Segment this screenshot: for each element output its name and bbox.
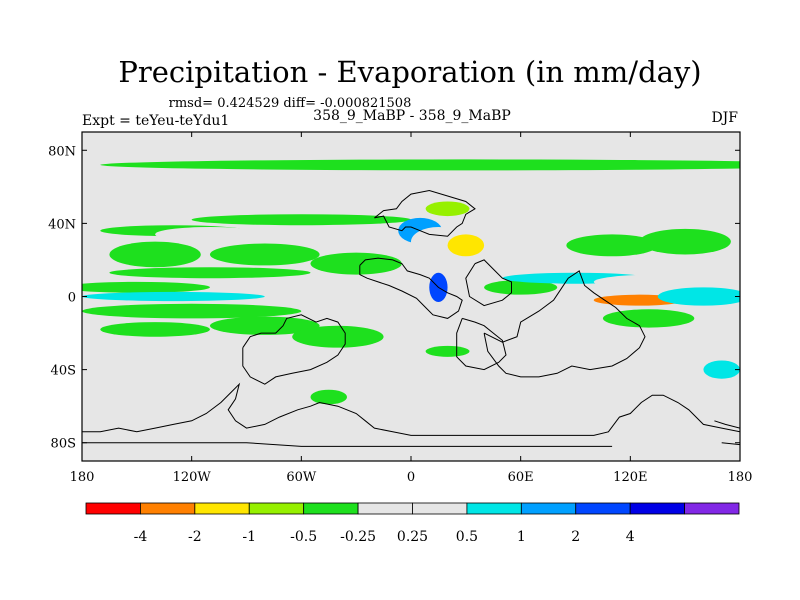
anomaly-region-8: [310, 252, 402, 275]
anomaly-region-25: [502, 225, 576, 237]
colorbar-swatch-10: [629, 502, 685, 515]
x-tick-label: 120E: [613, 470, 647, 485]
colorbar-label: 0.25: [397, 529, 428, 545]
colorbar-label: 0.5: [456, 529, 478, 545]
anomaly-region-28: [493, 322, 549, 345]
anomaly-region-43: [471, 349, 516, 365]
x-tick-label: 60E: [508, 470, 534, 485]
anomaly-region-13: [191, 214, 411, 226]
stats-line: rmsd= 0.424529 diff= -0.000821508: [169, 96, 412, 111]
axis-ticks: 180 120W 60W 0 60E 120E 180 80N 40N 0 40S 80S: [48, 132, 752, 485]
anomaly-region-27: [484, 280, 558, 295]
y-tick-label: 80S: [51, 437, 76, 452]
colorbar-label: 4: [626, 529, 635, 545]
colorbar-label: -2: [188, 529, 202, 545]
coastline-0: [374, 189, 476, 237]
anomaly-region-29: [420, 358, 475, 374]
x-tick-label: 120W: [173, 470, 212, 485]
anomaly-region-6: [109, 241, 201, 268]
coastline-3: [456, 317, 507, 371]
anomaly-region-41: [707, 400, 737, 412]
case-label: 358_9_MaBP - 358_9_MaBP: [313, 108, 511, 124]
colorbar-label: 1: [517, 529, 526, 545]
anomaly-region-4: [82, 303, 302, 319]
anomaly-region-20: [429, 309, 485, 328]
colorbar-label: -0.5: [290, 529, 317, 545]
anomaly-region-30: [566, 234, 658, 257]
anomaly-region-24: [465, 214, 558, 226]
anomaly-region-26: [548, 252, 585, 268]
anomaly-region-5: [109, 267, 311, 279]
anomaly-region-11: [292, 325, 384, 348]
anomaly-region-35: [593, 274, 722, 290]
chart-title: Precipitation - Evaporation (in mm/day): [118, 55, 701, 89]
anomaly-region-9: [328, 283, 402, 321]
anomaly-region-15: [155, 227, 265, 242]
anomaly-region-0: [100, 159, 740, 171]
anomaly-region-36: [657, 287, 740, 306]
anomaly-region-45: [425, 345, 470, 357]
expt-label: Expt = teYeu-teYdu1: [82, 113, 229, 129]
coastline-1: [359, 257, 463, 319]
anomaly-region-32: [575, 208, 722, 220]
anomaly-region-31: [639, 228, 731, 255]
anomaly-region-3: [82, 291, 265, 302]
anomaly-region-1: [191, 172, 411, 180]
colorbar-swatch-9: [575, 502, 631, 515]
anomaly-region-44: [566, 344, 622, 359]
anomaly-region-23: [484, 252, 539, 268]
anomaly-region-22: [425, 201, 470, 217]
colorbar-swatch-2: [194, 502, 250, 515]
y-tick-label: 80N: [48, 144, 76, 159]
colorbar-swatch-8: [520, 502, 577, 515]
coastline-7: [714, 420, 740, 429]
anomaly-region-2: [82, 281, 210, 293]
coastline-6: [82, 382, 740, 436]
colorbar-swatch-0: [85, 502, 141, 515]
anomaly-region-12: [100, 322, 210, 337]
anomaly-field: [82, 159, 740, 412]
anomaly-region-38: [602, 309, 695, 328]
x-tick-label: 180: [70, 470, 95, 485]
coastline-4: [483, 270, 646, 378]
coastline-2: [465, 259, 512, 307]
colorbar-label: -1: [242, 529, 256, 545]
anomaly-region-40: [657, 380, 713, 396]
y-tick-label: 0: [68, 291, 76, 306]
coastline-5: [242, 314, 346, 385]
season-label: DJF: [711, 110, 738, 126]
colorbar-swatch-3: [248, 502, 305, 515]
anomaly-region-7: [209, 243, 320, 266]
coastline-8: [82, 442, 613, 447]
coastline-layer: [82, 189, 740, 447]
x-tick-label: 60W: [286, 470, 317, 485]
x-tick-label: 180: [728, 470, 753, 485]
x-tick-label: 0: [407, 470, 415, 485]
colorbar-swatch-11: [684, 502, 740, 515]
colorbar-swatch-7: [466, 502, 522, 515]
y-tick-label: 40S: [51, 364, 76, 379]
colorbar-label: -4: [134, 529, 148, 545]
colorbar-swatch-1: [140, 502, 196, 515]
y-tick-label: 40N: [48, 217, 76, 232]
colorbar-swatch-5: [357, 502, 413, 515]
coastline-9: [721, 442, 740, 446]
anomaly-region-21: [447, 234, 485, 257]
anomaly-region-42: [310, 389, 348, 405]
colorbar: -4 -2 -1 -0.5 -0.25 0.25 0.5 1 2 4: [85, 502, 740, 545]
anomaly-region-39: [703, 360, 740, 379]
colorbar-swatch-4: [303, 502, 359, 515]
colorbar-label: 2: [571, 529, 580, 545]
anomaly-region-10: [209, 316, 320, 335]
colorbar-label: -0.25: [340, 529, 376, 545]
colorbar-swatch-6: [412, 502, 468, 515]
